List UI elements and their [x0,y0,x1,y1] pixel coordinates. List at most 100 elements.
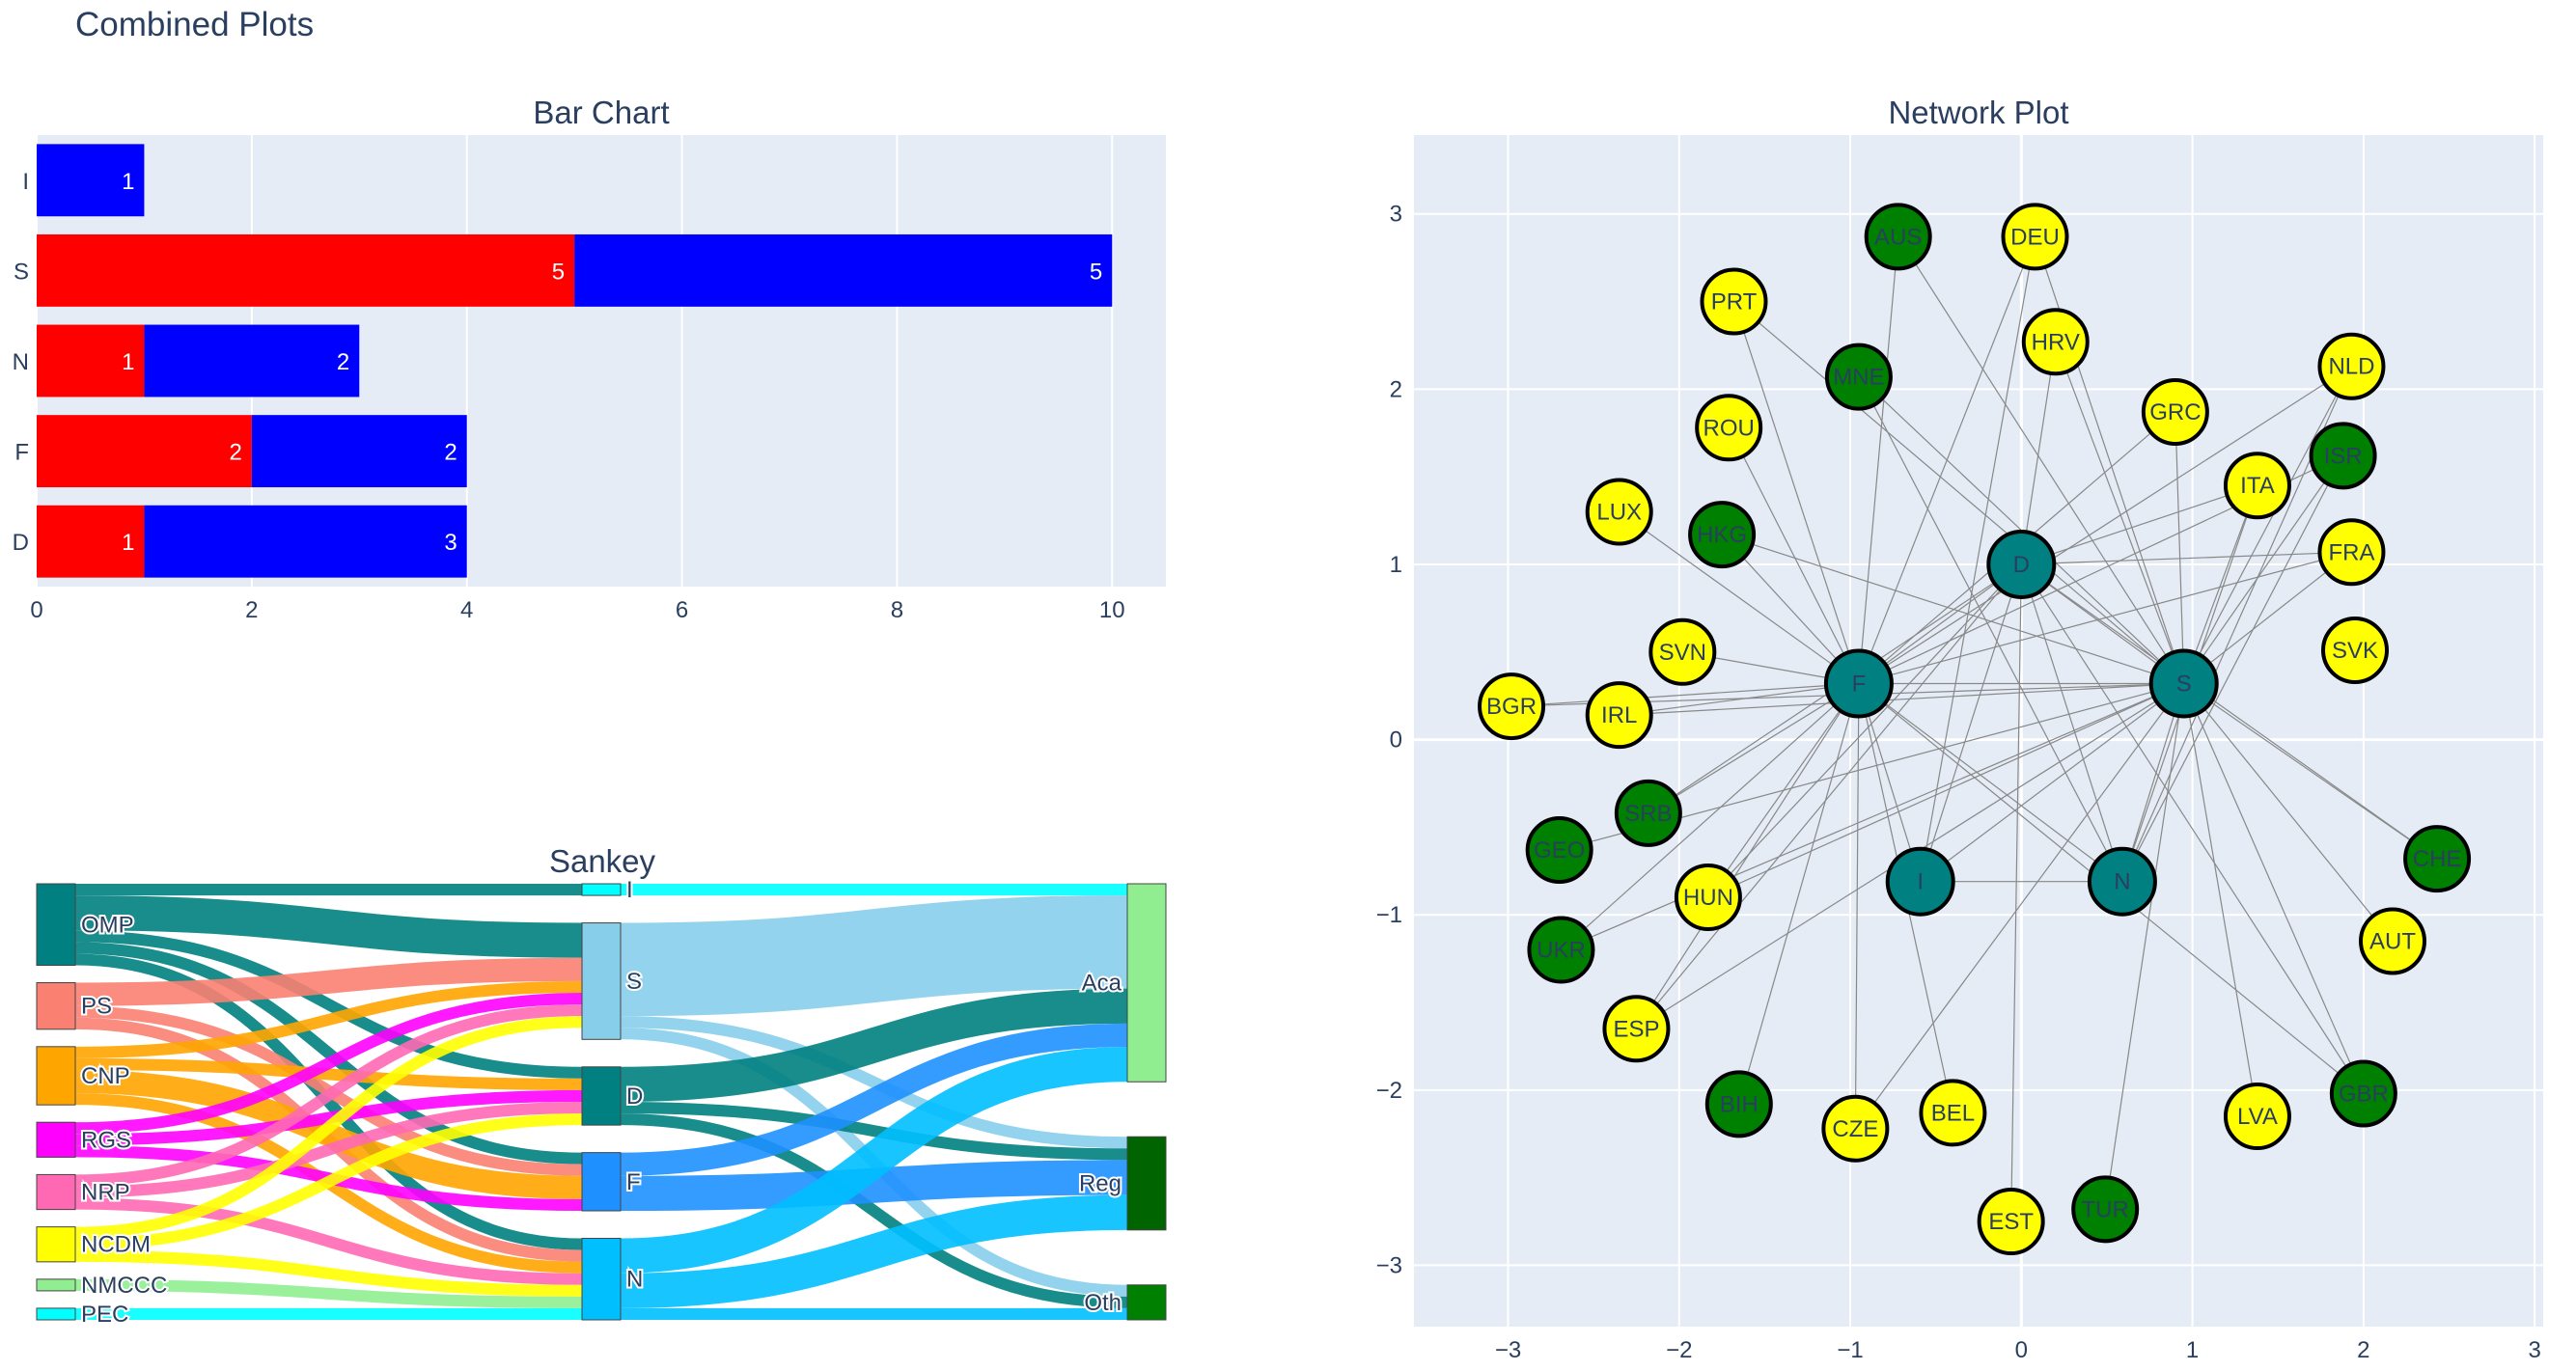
network-node [2223,1083,2291,1151]
network-edge [1619,682,2184,716]
network-node-label: CZE [1832,1116,1878,1142]
network-edge [1854,683,2185,1130]
sankey-link [74,895,583,958]
network-edge [1707,683,1860,898]
bar-chart: 0 2 4 6 8 10 Bar Chart I 1 S 5 5 N 1 2 F 2 2 D 1 3 [13,95,1166,623]
bar-category-label: D [13,530,29,556]
bar-x-tick-label: 4 [460,597,473,623]
sankey-link [74,957,583,1006]
network-node [1986,529,2057,599]
network-edge [1511,682,1859,707]
sankey-node-label: CNP [81,1063,130,1089]
sankey-link [74,980,583,1058]
network-edge [2020,563,2438,860]
network-node-label: ESP [1613,1016,1659,1042]
network-edge [1733,301,2185,684]
network-node [1478,672,1546,741]
network-node [2359,907,2426,975]
network-edge [2183,485,2258,684]
network-y-tick-label: 0 [1390,727,1402,754]
network-edge [1738,683,1860,1105]
sankey-link [620,895,1128,1017]
network-plot-area [1414,135,2543,1327]
bar-x-tick-label: 10 [1099,597,1125,623]
network-edge [1728,427,1860,684]
network-node-label: LVA [2237,1104,2278,1130]
network-node [2403,825,2472,893]
network-node [2001,203,2069,271]
sankey-link [620,1113,1128,1308]
network-edge [1920,682,2185,883]
sankey-link [74,1102,583,1198]
network-node-label: AUT [2369,928,2416,954]
network-edge [2021,484,2258,565]
network-node [1688,501,1757,569]
sankey-title: Sankey [549,843,656,879]
bar-data-label: 1 [122,169,134,195]
sankey-node [1126,1284,1167,1321]
network-edge [2183,366,2352,684]
network-edge [2010,563,2022,1222]
sankey-node-label: Reg [1079,1171,1122,1197]
network-edge [2183,455,2344,684]
network-edge [1732,301,1860,684]
network-x-tick-label: −2 [1666,1337,1692,1363]
network-x-tick-label: 1 [2186,1337,2199,1363]
sankey-link [74,942,583,1165]
sankey-node [36,1226,76,1263]
bar-data-label: 5 [1090,259,1102,285]
sankey-link [620,1023,1128,1176]
network-edge [1619,682,1859,716]
network-edge [2183,683,2365,1094]
sankey-node-label: OMP [81,912,134,938]
sankey-node-label: PS [81,994,112,1020]
network-node-label: ROU [1703,415,1755,441]
sankey-node-label: I [626,877,633,903]
sankey-node [581,1066,622,1126]
sankey-chart: Sankey OMP PS CNP RGS NRP NCDM NMCCC PEC I S D F N Aca… [36,843,1167,1330]
network-node [1864,203,1932,271]
network-node-label: CHE [2413,846,2462,872]
network-node-label: GRC [2149,399,2201,425]
sankey-node [36,1046,76,1106]
network-node-label: HKG [1697,522,1747,548]
network-edge [2020,563,2123,882]
sankey-node [1126,1136,1167,1231]
sankey-node-label: NCDM [81,1232,151,1258]
sankey-node [36,883,76,967]
network-node [2141,377,2209,446]
page-title: Combined Plots [75,6,315,43]
network-node [1585,681,1653,750]
network-node-label: GBR [2339,1081,2389,1107]
network-node [1585,478,1653,546]
bar-x-tick-label: 6 [676,597,688,623]
bar-data-label: 2 [337,349,349,375]
network-node-label: I [1917,869,1924,895]
network-node [2021,308,2090,376]
sankey-link [74,1197,583,1285]
sankey-node [581,1237,622,1321]
bar-data-label: 2 [444,440,457,466]
sankey-node-label: S [626,969,642,995]
sankey-node [1126,883,1167,1083]
sankey-node-label: D [626,1083,643,1110]
network-x-tick-label: 2 [2357,1337,2369,1363]
sankey-link [620,1194,1128,1308]
network-node [1821,1094,1890,1163]
bar-segment [574,233,1113,307]
sankey-link [74,1113,583,1250]
network-edge [1619,510,1860,684]
network-node-label: HUN [1683,885,1733,911]
network-node [1977,1188,2045,1256]
sankey-link [74,930,583,1079]
network-y-tick-label: −1 [1376,902,1402,928]
network-nodes: D S F I N AUS DEU PRT HRV MNE NLD GRC ROU ISR ITA LUX HK… [1478,203,2472,1256]
sankey-node [36,1173,76,1211]
network-node-label: ISR [2324,443,2363,469]
network-node-label: UKR [1537,938,1586,964]
network-node-label: MNE [1833,365,1884,391]
sankey-node [36,1278,76,1292]
bar-data-label: 2 [229,440,241,466]
network-edge [1635,683,1860,1029]
sankey-link [74,1089,583,1146]
